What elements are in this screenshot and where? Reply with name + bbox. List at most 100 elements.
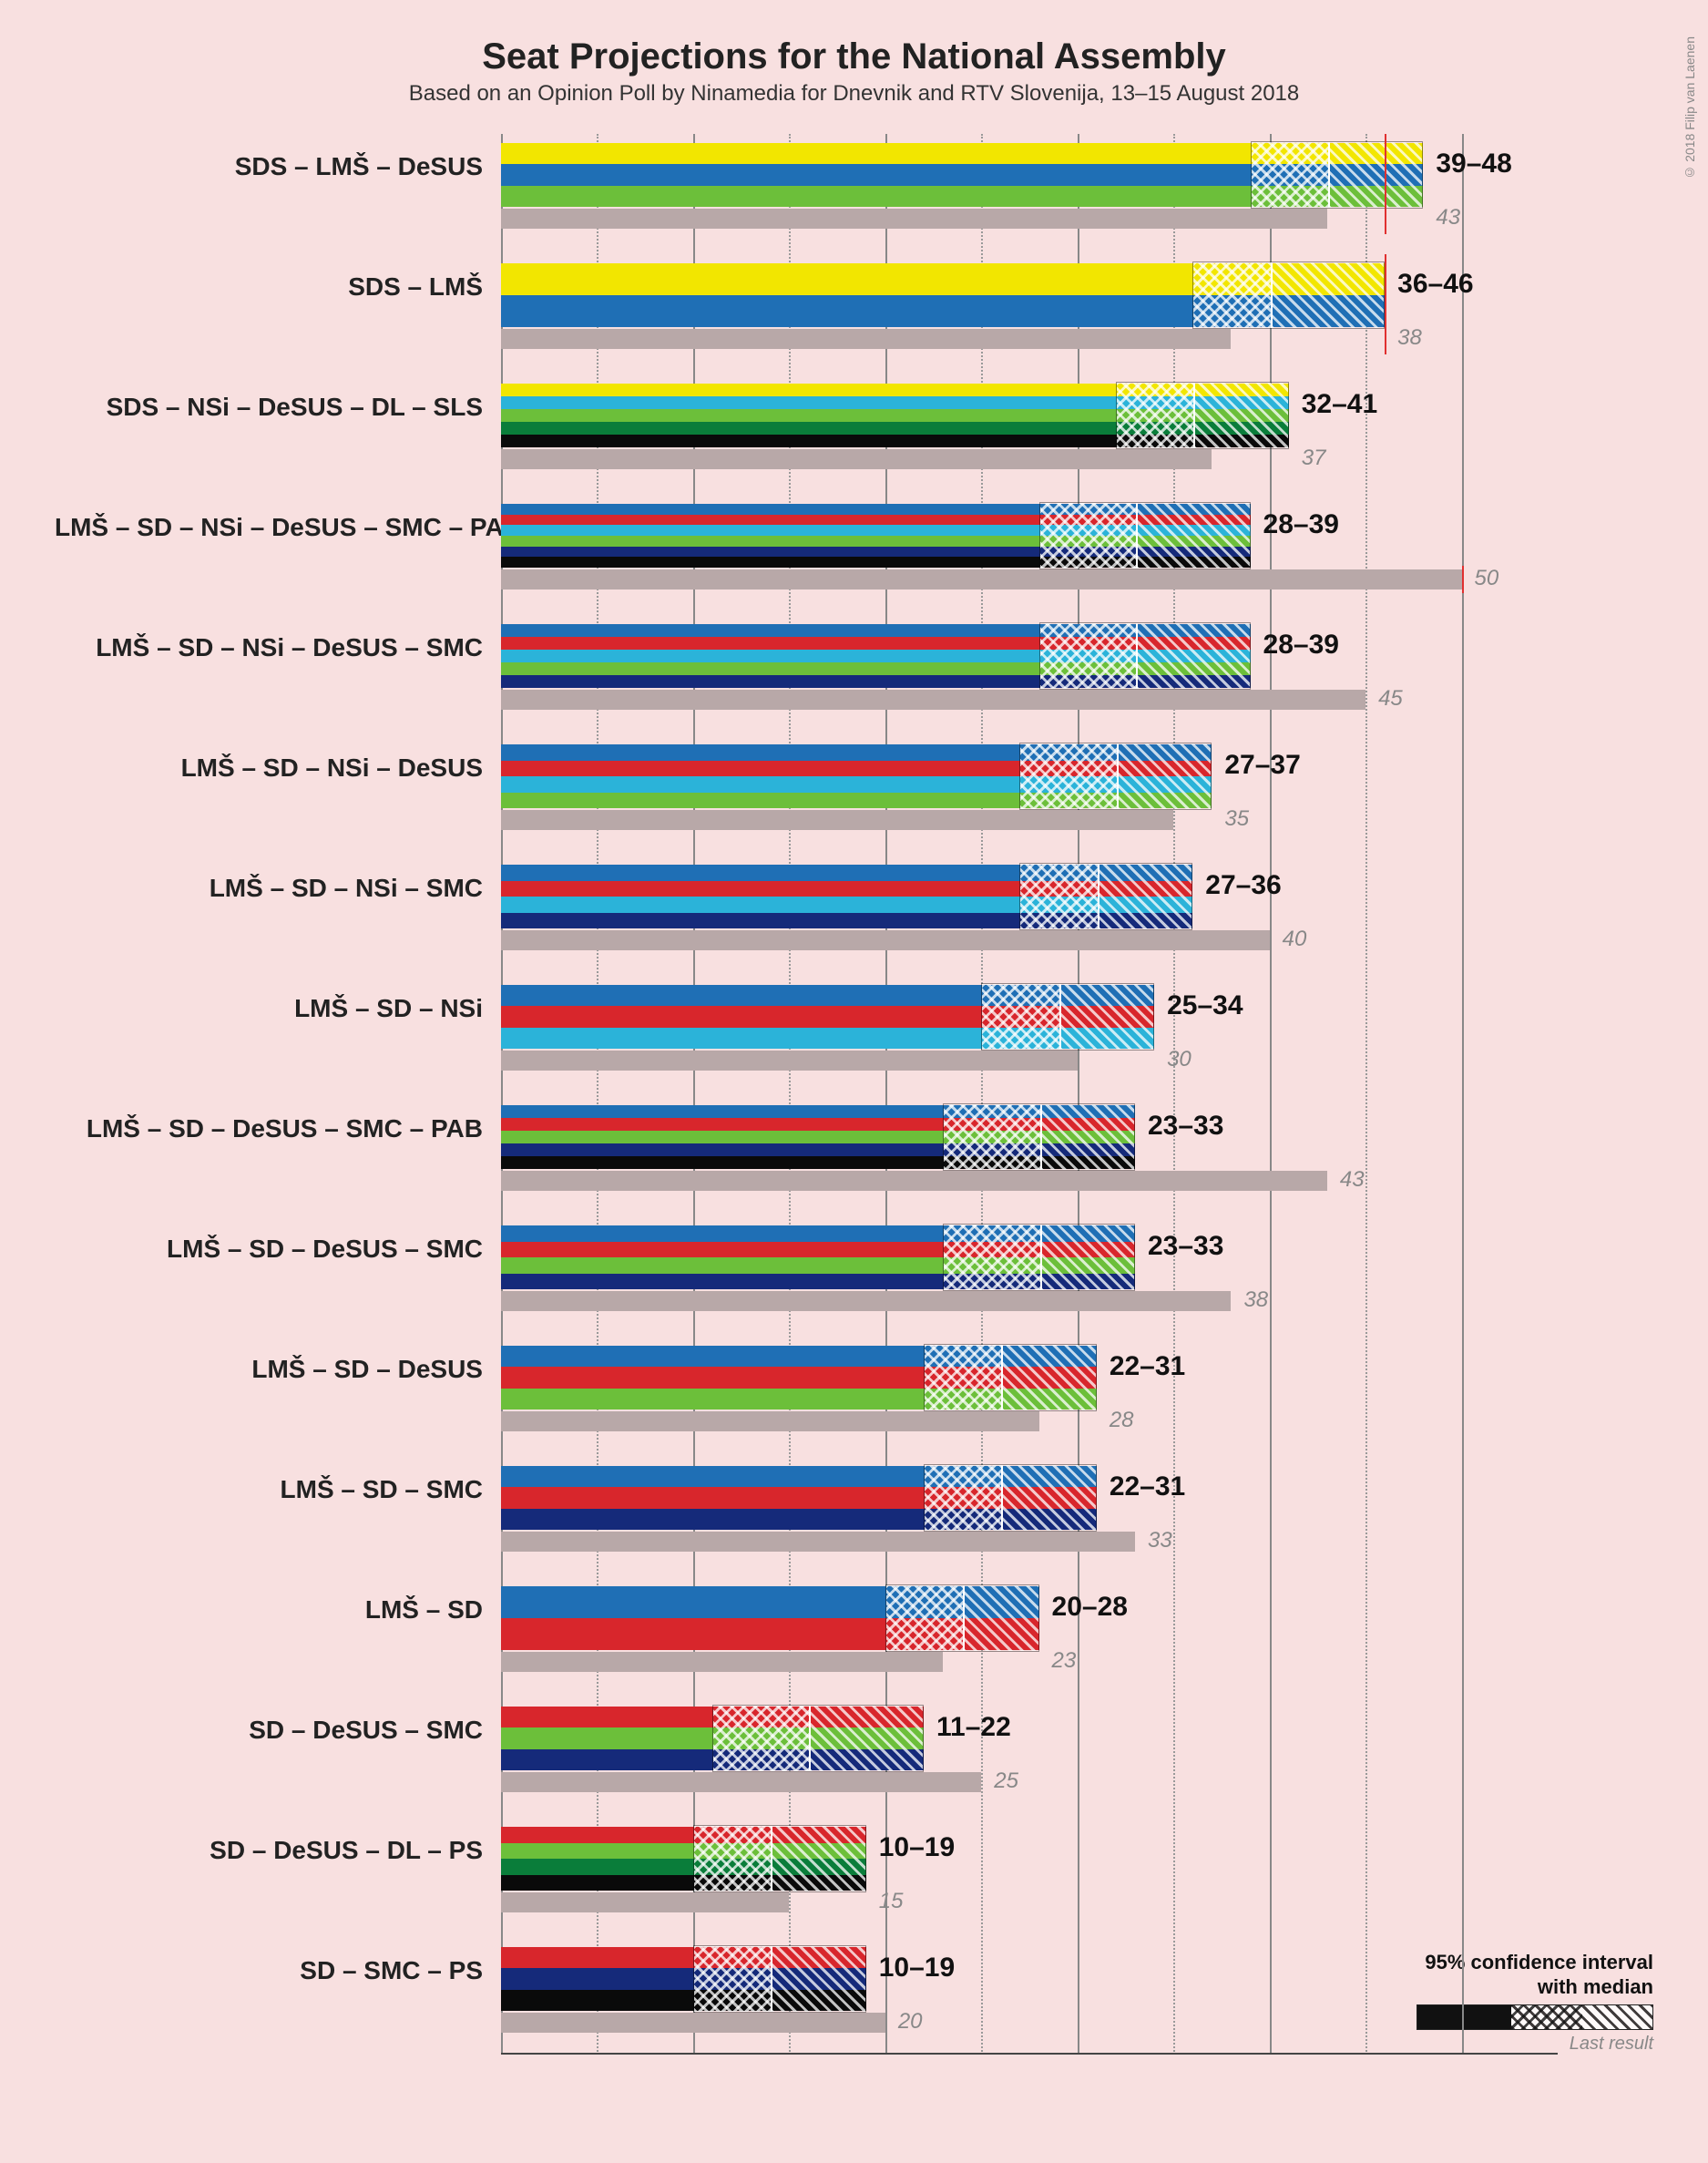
- coalition-label: LMŠ – SD – NSi – DeSUS: [55, 753, 483, 783]
- range-label: 23–33: [1148, 1231, 1223, 1262]
- last-result-label: 50: [1475, 566, 1499, 591]
- last-result-label: 45: [1378, 686, 1403, 712]
- last-result-label: 30: [1167, 1047, 1192, 1072]
- coalition-row: SDS – NSi – DeSUS – DL – SLS32–4137: [501, 374, 1558, 491]
- coalition-row: LMŠ – SD – NSi25–3430: [501, 976, 1558, 1092]
- coalition-row: SD – DeSUS – SMC11–2225: [501, 1697, 1558, 1814]
- confidence-interval: [924, 1344, 1097, 1411]
- coalition-label: SDS – LMŠ: [55, 272, 483, 302]
- range-label: 22–31: [1110, 1471, 1185, 1502]
- coalition-label: LMŠ – SD – NSi – DeSUS – SMC – PAB: [55, 513, 483, 542]
- confidence-interval: [693, 1825, 866, 1892]
- range-label: 27–37: [1224, 750, 1300, 781]
- last-result-bar: [501, 1411, 1039, 1431]
- credit-text: © 2018 Filip van Laenen: [1682, 36, 1697, 180]
- last-result-label: 28: [1110, 1408, 1134, 1433]
- confidence-interval: [1116, 382, 1289, 449]
- last-result-label: 40: [1283, 927, 1307, 952]
- last-result-bar: [501, 329, 1231, 349]
- coalition-label: LMŠ – SD – DeSUS – SMC – PAB: [55, 1114, 483, 1143]
- last-result-label: 37: [1302, 446, 1326, 471]
- last-result-bar: [501, 1892, 789, 1912]
- range-label: 10–19: [879, 1953, 955, 1984]
- coalition-label: LMŠ – SD – NSi: [55, 994, 483, 1023]
- range-label: 36–46: [1397, 269, 1473, 300]
- range-label: 32–41: [1302, 389, 1377, 420]
- last-result-label: 38: [1397, 325, 1422, 351]
- coalition-row: LMŠ – SD – NSi – SMC27–3640: [501, 856, 1558, 972]
- coalition-label: LMŠ – SD: [55, 1595, 483, 1625]
- confidence-interval: [943, 1224, 1135, 1291]
- last-result-bar: [501, 449, 1212, 469]
- range-label: 20–28: [1052, 1592, 1128, 1623]
- last-result-label: 25: [994, 1768, 1018, 1794]
- chart-container: © 2018 Filip van Laenen Seat Projections…: [0, 0, 1708, 2109]
- last-result-bar: [501, 1652, 943, 1672]
- range-label: 11–22: [936, 1712, 1011, 1743]
- last-result-label: 35: [1224, 806, 1249, 832]
- last-result-bar: [501, 569, 1462, 589]
- last-result-bar: [501, 810, 1173, 830]
- confidence-interval: [1019, 743, 1212, 810]
- confidence-interval: [1192, 261, 1385, 329]
- coalition-label: SD – DeSUS – SMC: [55, 1716, 483, 1745]
- plot-area: SDS – LMŠ – DeSUS39–4843SDS – LMŠ36–4638…: [501, 134, 1558, 2055]
- range-label: 28–39: [1263, 630, 1339, 661]
- last-result-bar: [501, 1532, 1135, 1552]
- range-label: 28–39: [1263, 509, 1339, 540]
- coalition-label: SDS – LMŠ – DeSUS: [55, 152, 483, 181]
- last-result-bar: [501, 1171, 1327, 1191]
- range-label: 22–31: [1110, 1351, 1185, 1382]
- last-result-label: 38: [1243, 1287, 1268, 1313]
- last-result-bar: [501, 1051, 1078, 1071]
- last-result-label: 43: [1340, 1167, 1365, 1193]
- chart-title: Seat Projections for the National Assemb…: [55, 36, 1653, 77]
- confidence-interval: [981, 983, 1154, 1051]
- range-label: 39–48: [1436, 149, 1511, 179]
- last-result-bar: [501, 1772, 981, 1792]
- confidence-interval: [943, 1103, 1135, 1171]
- coalition-row: LMŠ – SD – DeSUS22–3128: [501, 1337, 1558, 1453]
- confidence-interval: [693, 1945, 866, 2013]
- coalition-label: LMŠ – SD – DeSUS – SMC: [55, 1235, 483, 1264]
- last-result-bar: [501, 930, 1270, 950]
- coalition-row: SD – DeSUS – DL – PS10–1915: [501, 1818, 1558, 1934]
- coalition-row: LMŠ – SD – NSi – DeSUS27–3735: [501, 735, 1558, 852]
- coalition-row: SDS – LMŠ36–4638: [501, 254, 1558, 371]
- confidence-interval: [1019, 863, 1192, 930]
- chart-rows: SDS – LMŠ – DeSUS39–4843SDS – LMŠ36–4638…: [501, 134, 1558, 2055]
- last-result-bar: [501, 2013, 885, 2033]
- coalition-row: LMŠ – SD – SMC22–3133: [501, 1457, 1558, 1574]
- range-label: 27–36: [1205, 870, 1281, 901]
- coalition-label: LMŠ – SD – SMC: [55, 1475, 483, 1504]
- coalition-row: LMŠ – SD – DeSUS – SMC23–3338: [501, 1216, 1558, 1333]
- coalition-row: LMŠ – SD – NSi – DeSUS – SMC – PAB28–395…: [501, 495, 1558, 611]
- confidence-interval: [712, 1705, 924, 1772]
- coalition-label: LMŠ – SD – NSi – SMC: [55, 874, 483, 903]
- range-label: 10–19: [879, 1832, 955, 1863]
- confidence-interval: [1039, 502, 1251, 569]
- coalition-row: SD – SMC – PS10–1920: [501, 1938, 1558, 2055]
- coalition-row: LMŠ – SD – NSi – DeSUS – SMC28–3945: [501, 615, 1558, 732]
- last-result-label: 43: [1436, 205, 1460, 231]
- range-label: 23–33: [1148, 1111, 1223, 1142]
- last-result-label: 23: [1052, 1648, 1077, 1674]
- confidence-interval: [1251, 141, 1424, 209]
- confidence-interval: [885, 1584, 1039, 1652]
- range-label: 25–34: [1167, 990, 1243, 1021]
- coalition-label: SD – SMC – PS: [55, 1956, 483, 1985]
- last-result-label: 33: [1148, 1528, 1172, 1553]
- coalition-label: LMŠ – SD – DeSUS: [55, 1355, 483, 1384]
- coalition-label: SDS – NSi – DeSUS – DL – SLS: [55, 393, 483, 422]
- coalition-row: SDS – LMŠ – DeSUS39–4843: [501, 134, 1558, 251]
- coalition-label: LMŠ – SD – NSi – DeSUS – SMC: [55, 633, 483, 662]
- last-result-bar: [501, 690, 1365, 710]
- last-result-label: 15: [879, 1889, 904, 1914]
- coalition-row: LMŠ – SD – DeSUS – SMC – PAB23–3343: [501, 1096, 1558, 1213]
- last-result-bar: [501, 1291, 1231, 1311]
- chart-subtitle: Based on an Opinion Poll by Ninamedia fo…: [55, 81, 1653, 107]
- last-result-bar: [501, 209, 1327, 229]
- coalition-label: SD – DeSUS – DL – PS: [55, 1836, 483, 1865]
- last-result-label: 20: [898, 2009, 923, 2035]
- confidence-interval: [924, 1464, 1097, 1532]
